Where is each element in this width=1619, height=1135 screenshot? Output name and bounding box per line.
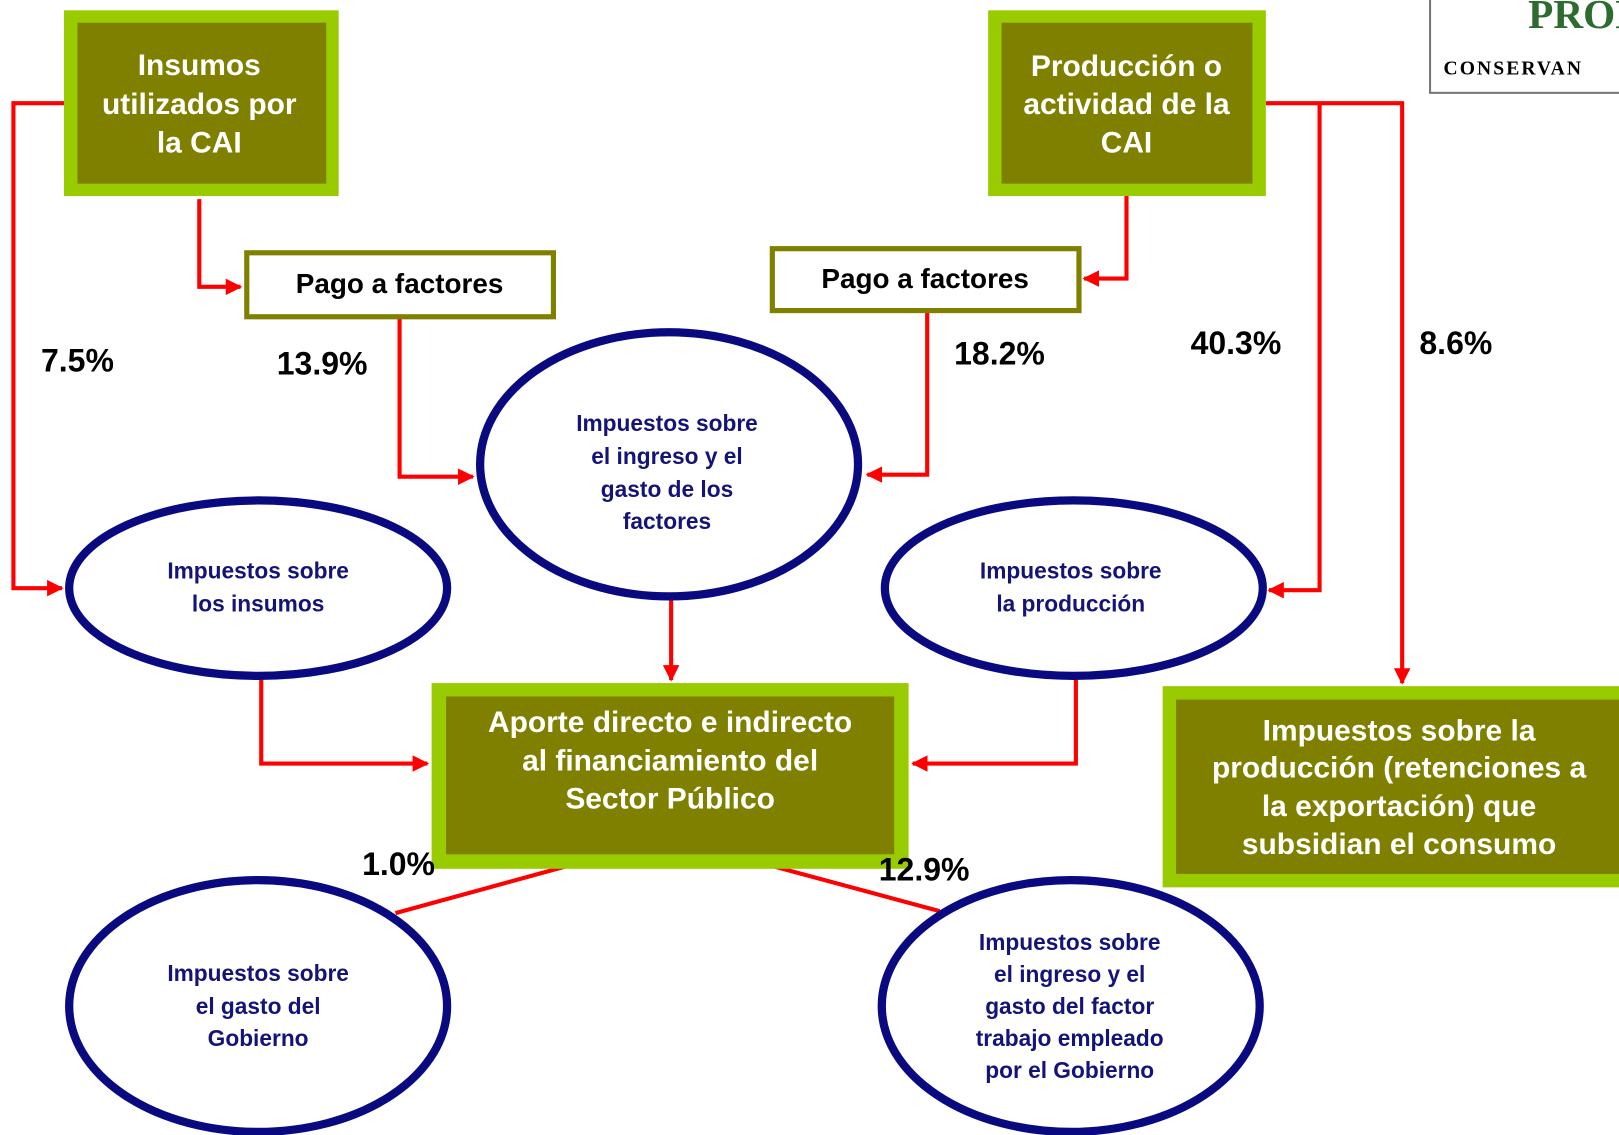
node-ellipse: Impuestos sobre el ingreso y el gasto de… <box>475 328 863 601</box>
node-ellipse: Impuestos sobre los insumos <box>65 496 452 680</box>
node-text: CAI <box>1101 126 1153 159</box>
edge-label: 7.5% <box>41 343 114 379</box>
node-text: Impuestos sobre la <box>1263 715 1536 748</box>
node-text: Impuestos sobre <box>576 410 758 436</box>
node-text: subsidian el consumo <box>1242 828 1556 861</box>
node-text: trabajo empleado <box>976 1025 1164 1051</box>
edge-label: 12.9% <box>879 851 970 887</box>
node-text: actividad de la <box>1023 88 1230 121</box>
edge-label: 13.9% <box>277 346 368 382</box>
node-box: Insumos utilizados por la CAI <box>64 10 339 197</box>
node-rect: Pago a factores <box>769 246 1082 314</box>
node-text: producción (retenciones a <box>1212 752 1587 785</box>
node-text: Producción o <box>1031 50 1222 83</box>
node-box: Producción o actividad de la CAI <box>988 10 1266 197</box>
node-text: Pago a factores <box>821 263 1029 294</box>
node-ellipse: Impuestos sobre el ingreso y el gasto de… <box>877 876 1264 1135</box>
node-box: Aporte directo e indirecto al financiami… <box>431 683 909 869</box>
logo-text: CONSERVAN <box>1443 59 1583 80</box>
logo-text: PRODUC <box>1528 0 1619 37</box>
node-text: Sector Público <box>565 783 775 816</box>
node-text: Impuestos sobre <box>979 929 1161 955</box>
node-text: Pago a factores <box>296 268 504 299</box>
logo: PRODUC CONSERVAN <box>1429 0 1619 94</box>
edge-label: 8.6% <box>1419 325 1492 361</box>
node-text: los insumos <box>192 591 324 617</box>
node-text: la CAI <box>157 126 242 159</box>
node-text: Impuestos sobre <box>167 558 349 584</box>
node-text: utilizados por <box>102 88 297 121</box>
node-text: Insumos <box>138 49 261 82</box>
node-text: Gobierno <box>208 1025 309 1051</box>
arrows <box>11 101 1411 916</box>
node-box: Impuestos sobre la producción (retencion… <box>1162 686 1619 888</box>
node-text: gasto del factor <box>985 993 1154 1019</box>
node-text: gasto de los <box>601 476 733 502</box>
node-rect: Pago a factores <box>244 250 557 320</box>
node-text: al financiamiento del <box>522 744 818 777</box>
node-text: el ingreso y el <box>994 961 1145 987</box>
edge-label: 18.2% <box>954 335 1045 371</box>
edge-label: 40.3% <box>1191 325 1282 361</box>
node-text: Aporte directo e indirecto <box>488 706 852 739</box>
node-ellipse: Impuestos sobre el gasto del Gobierno <box>65 876 452 1135</box>
node-text: el ingreso y el <box>591 443 742 469</box>
node-text: la exportación) que <box>1262 790 1536 823</box>
node-ellipse: Impuestos sobre la producción <box>880 496 1267 680</box>
node-text: el gasto del <box>196 993 321 1019</box>
node-text: factores <box>623 508 711 534</box>
node-text: por el Gobierno <box>985 1057 1154 1083</box>
edge-label: 1.0% <box>362 846 435 882</box>
edge-labels: 7.5% 13.9% 18.2% 40.3% 8.6% 1.0% 12.9% <box>41 325 1492 887</box>
node-text: Impuestos sobre <box>980 558 1162 584</box>
node-text: Impuestos sobre <box>167 960 349 986</box>
node-text: la producción <box>996 591 1145 617</box>
